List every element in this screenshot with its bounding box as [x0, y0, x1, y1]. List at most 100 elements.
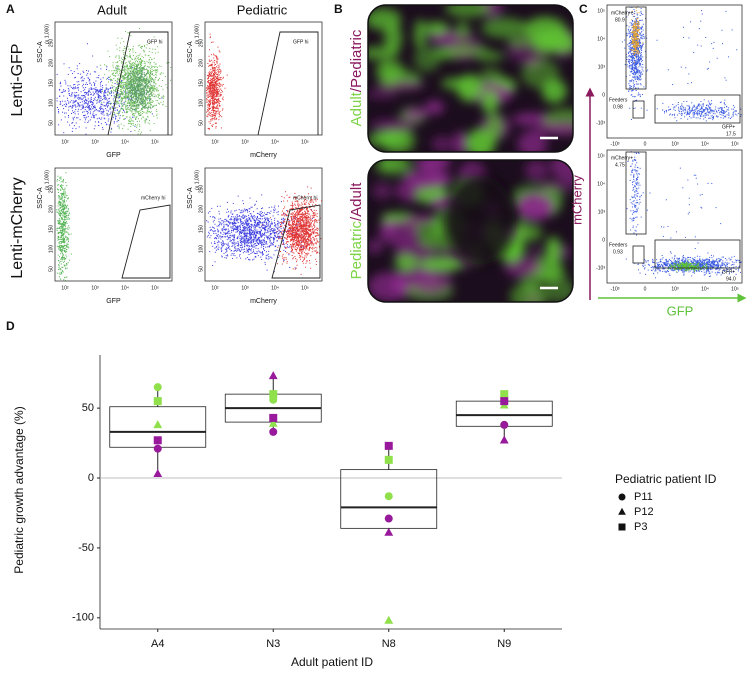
event-dot — [90, 99, 91, 100]
event-dot — [125, 91, 126, 92]
event-dot — [210, 99, 211, 100]
event-dot — [113, 75, 114, 76]
event-dot — [122, 99, 123, 100]
event-dot — [153, 106, 154, 107]
event-dot — [209, 128, 210, 129]
event-dot — [224, 229, 225, 230]
event-dot — [148, 111, 149, 112]
event-dot — [77, 102, 78, 103]
event-dot — [218, 221, 219, 222]
event-dot — [127, 83, 128, 84]
event-dot — [240, 212, 241, 213]
event-dot — [273, 209, 274, 210]
event-dot — [156, 105, 157, 106]
event-dot — [253, 242, 254, 243]
event-dot — [115, 119, 116, 120]
event-dot — [58, 237, 59, 238]
event-dot — [206, 95, 207, 96]
event-dot — [88, 112, 89, 113]
event-dot — [76, 128, 77, 129]
event-dot — [207, 92, 208, 93]
event-dot — [246, 218, 247, 219]
event-dot — [139, 69, 140, 70]
event-dot — [77, 81, 78, 82]
event-dot — [283, 218, 284, 219]
event-dot — [223, 222, 224, 223]
event-dot — [271, 207, 272, 208]
event-dot — [86, 93, 87, 94]
event-dot — [98, 97, 99, 98]
event-dot — [78, 73, 79, 74]
event-dot — [69, 213, 70, 214]
event-dot — [127, 70, 128, 71]
event-dot — [128, 84, 129, 85]
event-dot — [76, 100, 77, 101]
event-dot — [266, 218, 267, 219]
event-dot — [256, 225, 257, 226]
event-dot — [268, 256, 269, 257]
row-title: Lenti-GFP — [9, 44, 26, 117]
event-dot — [140, 110, 141, 111]
event-dot — [273, 215, 274, 216]
event-dot — [234, 255, 235, 256]
event-dot — [153, 82, 154, 83]
event-dot — [136, 98, 137, 99]
event-dot — [271, 237, 272, 238]
event-dot — [253, 236, 254, 237]
event-dot — [127, 78, 128, 79]
event-dot — [117, 126, 118, 127]
event-dot — [117, 86, 118, 87]
event-dot — [65, 211, 66, 212]
event-dot — [222, 229, 223, 230]
event-dot — [150, 73, 151, 74]
event-dot — [211, 95, 212, 96]
event-dot — [212, 99, 213, 100]
event-dot — [62, 257, 63, 258]
event-dot — [59, 243, 60, 244]
event-dot — [242, 210, 243, 211]
event-dot — [66, 103, 67, 104]
event-dot — [131, 89, 132, 90]
event-dot — [63, 193, 64, 194]
event-dot — [218, 119, 219, 120]
event-dot — [148, 55, 149, 56]
event-dot — [215, 69, 216, 70]
event-dot — [230, 212, 231, 213]
event-dot — [211, 54, 212, 55]
event-dot — [269, 238, 270, 239]
event-dot — [63, 237, 64, 238]
event-dot — [147, 110, 148, 111]
event-dot — [211, 81, 212, 82]
event-dot — [150, 62, 151, 63]
event-dot — [137, 93, 138, 94]
event-dot — [231, 211, 232, 212]
event-dot — [147, 81, 148, 82]
event-dot — [217, 67, 218, 68]
event-dot — [227, 232, 228, 233]
event-dot — [209, 93, 210, 94]
event-dot — [116, 68, 117, 69]
event-dot — [95, 107, 96, 108]
event-dot — [100, 106, 101, 107]
event-dot — [266, 222, 267, 223]
event-dot — [219, 96, 220, 97]
event-dot — [126, 109, 127, 110]
event-dot — [146, 74, 147, 75]
event-dot — [79, 98, 80, 99]
event-dot — [139, 95, 140, 96]
event-dot — [67, 232, 68, 233]
event-dot — [147, 85, 148, 86]
event-dot — [122, 59, 123, 60]
event-dot — [57, 246, 58, 247]
event-dot — [250, 237, 251, 238]
event-dot — [115, 80, 116, 81]
event-dot — [125, 99, 126, 100]
event-dot — [273, 240, 274, 241]
event-dot — [157, 71, 158, 72]
event-dot — [254, 232, 255, 233]
event-dot — [57, 212, 58, 213]
event-dot — [147, 103, 148, 104]
event-dot — [209, 49, 210, 50]
y-axis-label: SSC-A — [187, 41, 194, 63]
event-dot — [136, 81, 137, 82]
